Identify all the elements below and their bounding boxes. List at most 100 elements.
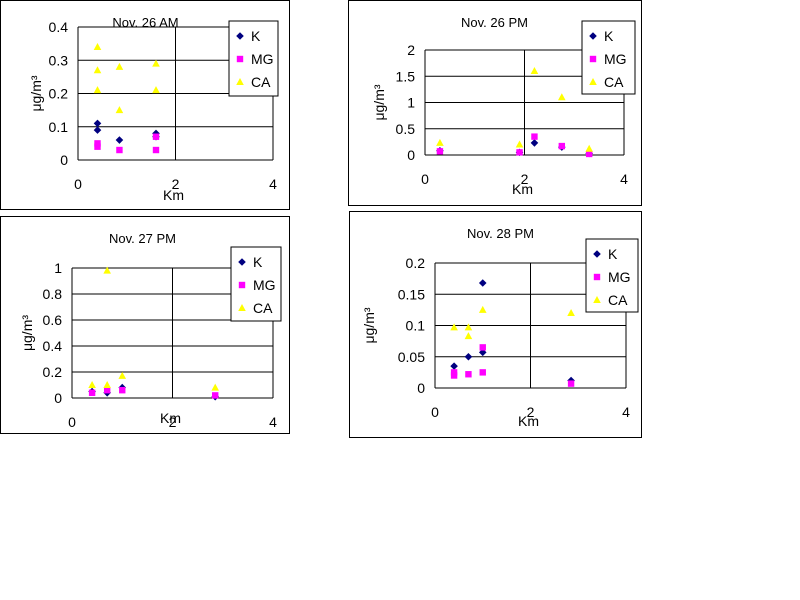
chart-4-point-ca [464, 332, 473, 340]
chart-4-point-ca [478, 305, 487, 313]
chart-3-xtick-label: 2 [169, 414, 177, 430]
chart-3-point-ca [118, 371, 127, 379]
chart-4-xtick-label: 2 [527, 404, 535, 420]
chart-4-point-mg [567, 380, 575, 387]
chart-1-point-mg [116, 146, 123, 154]
chart-2-ytick-label: 1 [407, 95, 415, 111]
chart-4-x-axis-label: Km [518, 413, 539, 429]
chart-svg-nov27pm: Nov. 27 PM 0 0.2 0.4 0.6 0.8 1 0 2 4 Km μg/m³ K MG CA [19, 231, 282, 430]
chart-3-ytick-label: 1 [54, 260, 62, 276]
chart-1-ytick-label: 0.4 [49, 19, 69, 35]
chart-1-point-mg [152, 146, 160, 154]
chart-4-point-mg [479, 344, 486, 351]
chart-3-y-axis-label: μg/m³ [19, 315, 35, 351]
chart-4-title: Nov. 28 PM [467, 226, 534, 241]
chart-1-legend-marker-mg [236, 55, 244, 63]
chart-2-ytick-label: 2 [407, 42, 415, 58]
chart-4-point-ca [450, 323, 458, 331]
chart-3-legend-label-mg: MG [253, 277, 276, 293]
chart-2-point-ca [436, 138, 444, 146]
chart-1-ytick-label: 0 [60, 152, 68, 168]
chart-1-point-k [93, 119, 102, 128]
chart-1-point-mg [94, 143, 101, 150]
chart-1-ytick-label: 0.3 [49, 52, 69, 68]
chart-svg-nov26pm: Nov. 26 PM 0 0.5 1 1.5 2 0 2 4 Km μg/m³ K MG CA [371, 15, 636, 197]
chart-3-ytick-label: 0 [54, 390, 62, 406]
chart-2-legend-label-k: K [604, 28, 614, 44]
chart-4-legend-marker-ca [593, 296, 601, 303]
chart-2-title: Nov. 26 PM [461, 15, 528, 30]
chart-4-point-mg [479, 369, 486, 376]
chart-1-point-mg [94, 140, 101, 147]
chart-2-point-mg [516, 149, 523, 156]
chart-4-point-mg [465, 371, 472, 378]
chart-1-legend-marker-k [236, 32, 244, 40]
chart-2-point-mg [585, 150, 593, 158]
chart-4-xtick-label: 0 [431, 404, 439, 420]
chart-1-xtick-label: 4 [269, 176, 277, 192]
chart-2-xtick-label: 4 [620, 171, 628, 187]
chart-2-point-k [530, 139, 539, 147]
chart-4-ytick-label: 0.05 [398, 349, 425, 365]
chart-2-point-ca [558, 93, 566, 101]
chart-4-point-k [450, 362, 458, 370]
chart-4-y-axis-label: μg/m³ [361, 307, 377, 343]
chart-3-point-ca [211, 383, 220, 391]
chart-panel-nov28pm: Nov. 28 PM 0 0.05 0.1 0.15 0.2 0 2 4 Km μg/m³ K MG CA [349, 211, 642, 438]
chart-4-ytick-label: 0 [417, 380, 425, 396]
chart-3-point-mg [88, 389, 96, 396]
chart-1-ytick-label: 0.1 [49, 119, 69, 135]
chart-2-point-ca [515, 140, 524, 148]
chart-1-point-ca [115, 62, 124, 70]
chart-3-legend-label-k: K [253, 254, 263, 270]
chart-3-title: Nov. 27 PM [109, 231, 176, 246]
chart-4-legend-label-ca: CA [608, 292, 628, 308]
chart-2-point-ca [585, 144, 593, 152]
chart-4-ytick-label: 0.15 [398, 286, 425, 302]
chart-2-xtick-label: 0 [421, 171, 429, 187]
chart-2-point-mg [436, 148, 444, 155]
chart-4-legend-label-k: K [608, 246, 618, 262]
chart-4-legend-marker-mg [593, 273, 601, 281]
chart-3-ytick-label: 0.8 [43, 286, 63, 302]
chart-2-point-ca [530, 67, 539, 74]
chart-2-y-axis-label: μg/m³ [371, 84, 387, 120]
chart-1-point-ca [152, 86, 160, 94]
chart-1-point-k [115, 136, 124, 144]
chart-1-xtick-label: 2 [172, 176, 180, 192]
chart-1-point-ca [93, 42, 102, 50]
chart-1-ytick-label: 0.2 [49, 86, 69, 102]
chart-3-point-mg [212, 392, 219, 399]
chart-svg-nov26am: Nov. 26 AM 0 0.1 0.2 0.3 0.4 0 2 4 Km μg/m³ K MG CA [28, 15, 279, 203]
chart-1-xtick-label: 0 [74, 176, 82, 192]
chart-1-y-axis-label: μg/m³ [28, 75, 44, 111]
chart-2-legend-marker-ca [589, 78, 597, 85]
chart-1-point-ca [93, 86, 102, 94]
chart-1-title: Nov. 26 AM [112, 15, 178, 30]
chart-2-ytick-label: 1.5 [396, 68, 416, 84]
chart-svg-nov28pm: Nov. 28 PM 0 0.05 0.1 0.15 0.2 0 2 4 Km μg/m³ K MG CA [361, 226, 639, 429]
chart-3-x-axis-label: Km [160, 410, 181, 426]
chart-3-point-mg [103, 387, 111, 394]
chart-3-point-ca [88, 381, 96, 388]
chart-3-ytick-label: 0.6 [43, 312, 63, 328]
chart-4-point-ca [464, 323, 473, 331]
chart-panel-nov26am: Nov. 26 AM 0 0.1 0.2 0.3 0.4 0 2 4 Km μg/m³ K MG CA [0, 0, 290, 210]
chart-4-legend-label-mg: MG [608, 269, 631, 285]
chart-2-legend-label-mg: MG [604, 51, 627, 67]
chart-1-legend-label-mg: MG [251, 51, 274, 67]
chart-3-legend-marker-ca [238, 304, 246, 311]
chart-2-ytick-label: 0.5 [396, 121, 416, 137]
chart-2-legend-marker-mg [589, 55, 597, 63]
chart-1-legend-label-k: K [251, 28, 261, 44]
chart-panel-nov27pm: Nov. 27 PM 0 0.2 0.4 0.6 0.8 1 0 2 4 Km μg/m³ K MG CA [0, 216, 290, 434]
chart-3-point-ca [103, 381, 111, 388]
chart-3-point-mg [119, 387, 126, 394]
chart-3-ytick-label: 0.2 [43, 364, 63, 380]
chart-2-legend-label-ca: CA [604, 74, 624, 90]
chart-1-point-ca [115, 106, 124, 114]
chart-4-point-ca [567, 309, 575, 316]
chart-1-point-ca [93, 66, 102, 74]
chart-2-x-axis-label: Km [512, 181, 533, 197]
chart-3-point-ca [103, 266, 111, 274]
